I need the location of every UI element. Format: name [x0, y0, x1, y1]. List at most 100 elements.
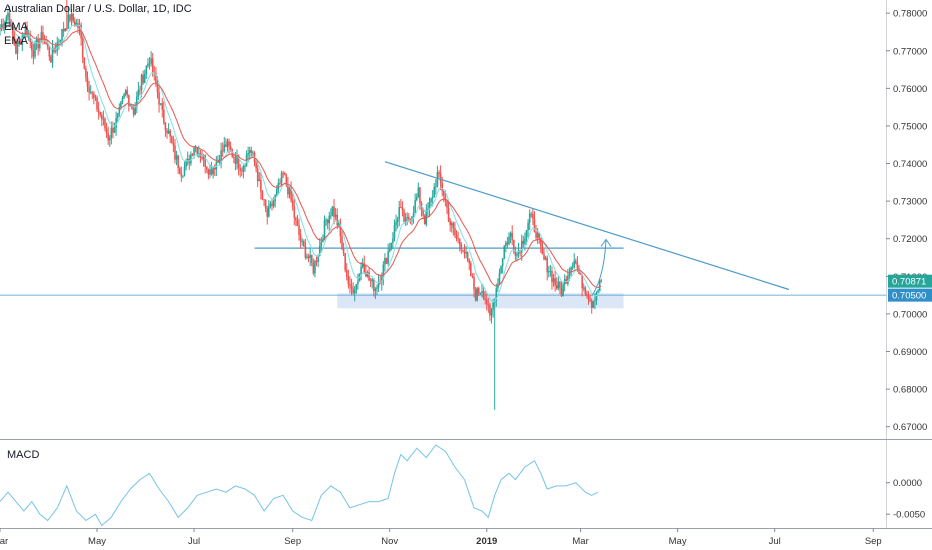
macd-label[interactable]: MACD: [7, 449, 40, 461]
candle-body: [361, 263, 364, 267]
candle: [301, 238, 304, 246]
candle: [382, 261, 385, 286]
candle: [590, 298, 593, 314]
candle-body: [248, 150, 251, 154]
candle: [549, 264, 552, 277]
candle: [435, 179, 437, 195]
candle-body: [118, 107, 121, 114]
time-tick-label: May: [669, 536, 687, 547]
time-tick-label: 2019: [476, 536, 497, 547]
candle-body: [331, 206, 334, 216]
candle: [414, 193, 416, 214]
candle-body: [155, 73, 157, 84]
candle: [258, 171, 261, 182]
candle-body: [83, 57, 86, 69]
candle-body: [242, 166, 245, 172]
candle-body: [32, 50, 35, 57]
time-axis[interactable]: Mar May Jul Sep Nov 2019 Mar May Jul Sep: [0, 528, 932, 547]
candle-body: [555, 285, 558, 289]
candle: [123, 92, 125, 100]
candle: [240, 167, 243, 177]
candle: [341, 231, 343, 251]
candle-body: [93, 93, 95, 98]
candle: [535, 225, 537, 241]
candle-body: [525, 230, 528, 239]
candle: [245, 150, 248, 167]
candle-body: [477, 288, 480, 294]
candle-body: [212, 167, 214, 175]
ema-fast-label[interactable]: EMA: [4, 21, 28, 33]
candle-body: [501, 258, 504, 267]
candle: [293, 198, 296, 226]
price-axis[interactable]: 0.78000 0.77000 0.76000 0.75000 0.74000 0.730…: [0, 0, 932, 528]
candle: [296, 214, 299, 227]
candle-body: [266, 208, 269, 217]
descending-trendline[interactable]: [384, 161, 790, 291]
price-tick-label: 0.69000: [893, 347, 927, 358]
badge-background: [888, 288, 932, 302]
candle: [314, 259, 316, 278]
candle-body: [438, 172, 440, 174]
candle-body: [357, 281, 359, 285]
candle: [409, 218, 412, 225]
candle-body: [600, 280, 603, 282]
candle-body: [374, 288, 377, 291]
candle: [500, 265, 502, 275]
candle-body: [287, 185, 289, 195]
candle: [83, 57, 86, 70]
candle-body: [255, 162, 257, 169]
candle: [581, 273, 583, 297]
candle: [18, 40, 20, 47]
candle-body: [275, 189, 278, 195]
candle-body: [304, 246, 307, 258]
candle-body: [423, 215, 426, 225]
candle-body: [245, 154, 248, 166]
candle: [139, 85, 141, 96]
candle: [256, 160, 259, 188]
candle: [221, 142, 224, 158]
ema-slow-line[interactable]: [0, 24, 602, 289]
candle-body: [295, 217, 297, 221]
candle-body: [120, 102, 122, 108]
candle: [306, 253, 308, 260]
candle: [573, 253, 576, 269]
candle-body: [178, 167, 181, 174]
candle: [589, 294, 591, 303]
candle-body: [422, 208, 424, 216]
candle: [213, 164, 216, 177]
candle: [15, 38, 17, 55]
candle-body: [492, 302, 494, 310]
candle: [80, 22, 82, 46]
candle-body: [506, 242, 509, 245]
candle-body: [570, 267, 572, 274]
macd-line[interactable]: [0, 444, 599, 527]
candle-body: [328, 215, 331, 224]
candle: [388, 242, 391, 253]
candle-body: [465, 251, 467, 254]
candle: [223, 136, 226, 153]
candle-body: [175, 155, 178, 160]
ema-fast-line[interactable]: [0, 21, 602, 303]
ema-slow-label[interactable]: EMA: [4, 35, 28, 47]
candle: [271, 198, 273, 211]
candle-body: [552, 278, 555, 283]
candle-body: [463, 250, 466, 254]
candle-body: [435, 186, 437, 188]
candle-body: [415, 197, 418, 201]
candle-body: [121, 97, 124, 103]
projection-arrow[interactable]: [591, 239, 607, 297]
candle: [205, 166, 208, 173]
candle-body: [161, 103, 164, 110]
candle-body: [26, 25, 28, 38]
candle: [584, 285, 587, 297]
candle: [263, 199, 265, 207]
candle: [252, 150, 254, 157]
candle-body: [23, 35, 25, 37]
candle-body: [170, 136, 173, 143]
candle: [307, 253, 310, 263]
candle: [266, 205, 269, 225]
candle-body: [38, 41, 41, 49]
candle-body: [193, 147, 195, 156]
candle-body: [91, 92, 94, 94]
